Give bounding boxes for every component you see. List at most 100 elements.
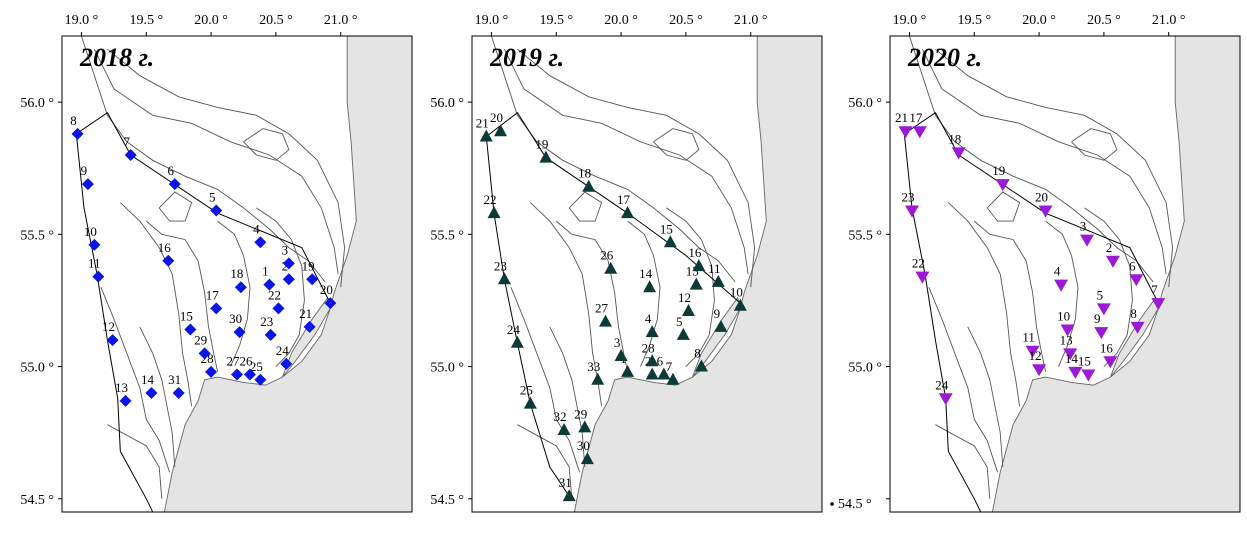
station-marker: [657, 367, 671, 380]
station-marker: [663, 235, 677, 248]
station-marker: [172, 387, 185, 399]
station-marker: [210, 302, 223, 315]
station-marker: [562, 489, 576, 502]
station-label: 10: [730, 285, 743, 300]
station-marker: [479, 129, 493, 142]
station-marker: [510, 335, 524, 348]
station-label: 23: [494, 258, 507, 273]
station-label: 17: [206, 287, 220, 302]
station-label: 22: [912, 256, 925, 271]
station-marker: [676, 327, 690, 340]
station-marker: [81, 178, 94, 191]
y-tick-label: 54.5 °: [20, 493, 54, 508]
y-tick-label: 56.0 °: [848, 96, 882, 111]
station-label: 21: [476, 115, 489, 130]
station-marker: [88, 238, 101, 251]
station-marker: [995, 179, 1010, 192]
station-marker: [621, 206, 635, 219]
survey-route: [485, 111, 741, 497]
station-label: 20: [320, 282, 333, 297]
land-area: [991, 36, 1240, 512]
station-label: 28: [642, 340, 655, 355]
x-tick-label: 21.0 °: [324, 13, 358, 28]
depth-contour: [935, 424, 991, 499]
station-label: 3: [614, 335, 621, 350]
station-label: 21: [299, 306, 312, 321]
station-label: 12: [102, 319, 115, 334]
station-marker: [1025, 345, 1040, 358]
station-label: 12: [1029, 348, 1042, 363]
station-label: 26: [600, 248, 614, 263]
station-marker: [905, 205, 920, 218]
station-label: 27: [227, 353, 241, 368]
station-marker: [243, 368, 256, 381]
station-label: 23: [902, 190, 915, 205]
station-marker: [494, 124, 508, 137]
y-tick-label: 55.5 °: [848, 228, 882, 243]
station-marker: [282, 273, 295, 286]
station-label: 4: [253, 221, 260, 236]
station-marker: [145, 387, 158, 399]
depth-contour: [517, 424, 573, 499]
station-label: 5: [1097, 287, 1104, 302]
station-marker: [234, 281, 247, 294]
depth-contour: [107, 424, 163, 499]
station-marker: [681, 304, 695, 317]
panel-2018: 19.0 ° 19.5 ° 20.0 ° 20.5 ° 21.0 ° 56.0 ° 55.5…: [20, 13, 413, 513]
station-marker: [666, 372, 680, 385]
station-marker: [580, 452, 594, 465]
depth-contour: [510, 287, 581, 473]
depth-contour: [928, 287, 999, 473]
depth-contour: [653, 128, 700, 161]
station-marker: [263, 278, 276, 291]
station-marker: [539, 150, 553, 163]
station-label: 32: [554, 409, 567, 424]
station-label: 11: [1022, 330, 1035, 345]
station-marker: [1054, 279, 1069, 292]
depth-contour: [517, 48, 756, 288]
station-marker: [1151, 298, 1166, 311]
station-marker: [614, 348, 628, 361]
station-marker: [645, 325, 659, 338]
station-marker: [645, 354, 659, 367]
station-marker: [582, 179, 596, 192]
station-marker: [604, 261, 618, 274]
station-marker: [733, 298, 747, 311]
year-label: 2018 г.: [79, 43, 154, 72]
station-marker: [694, 359, 708, 372]
x-tick-label: 19.5 °: [957, 13, 991, 28]
depth-contour: [139, 326, 176, 468]
x-tick-label: 21.0 °: [1152, 13, 1186, 28]
station-marker: [254, 373, 267, 386]
station-marker: [643, 280, 657, 293]
station-marker: [198, 347, 211, 360]
station-label: 13: [1060, 332, 1073, 347]
station-label: 17: [909, 110, 923, 125]
station-label: 8: [1130, 306, 1137, 321]
station-label: 16: [1100, 340, 1114, 355]
station-label: 3: [282, 242, 289, 257]
station-label: 17: [617, 192, 631, 207]
station-marker: [915, 271, 930, 284]
depth-contour: [158, 191, 193, 222]
depth-contour: [93, 49, 339, 275]
depth-contour: [100, 287, 171, 473]
station-marker: [951, 147, 966, 160]
x-tick-label: 20.5 °: [669, 13, 703, 28]
depth-contour: [80, 36, 326, 283]
depth-contour: [107, 48, 346, 288]
station-label: 21: [895, 110, 908, 125]
year-label: 2019 г.: [489, 43, 564, 72]
station-marker: [168, 178, 181, 191]
station-marker: [254, 236, 267, 249]
depth-contour: [967, 326, 1004, 468]
station-marker: [1032, 364, 1047, 377]
station-label: 25: [520, 383, 533, 398]
station-label: 5: [676, 314, 683, 329]
station-label: 25: [250, 359, 263, 374]
station-label: 19: [302, 258, 315, 273]
x-tick-label: 19.5 °: [539, 13, 573, 28]
map-body: [485, 36, 822, 512]
x-tick-label: 20.5 °: [259, 13, 293, 28]
station-label: 23: [260, 314, 273, 329]
